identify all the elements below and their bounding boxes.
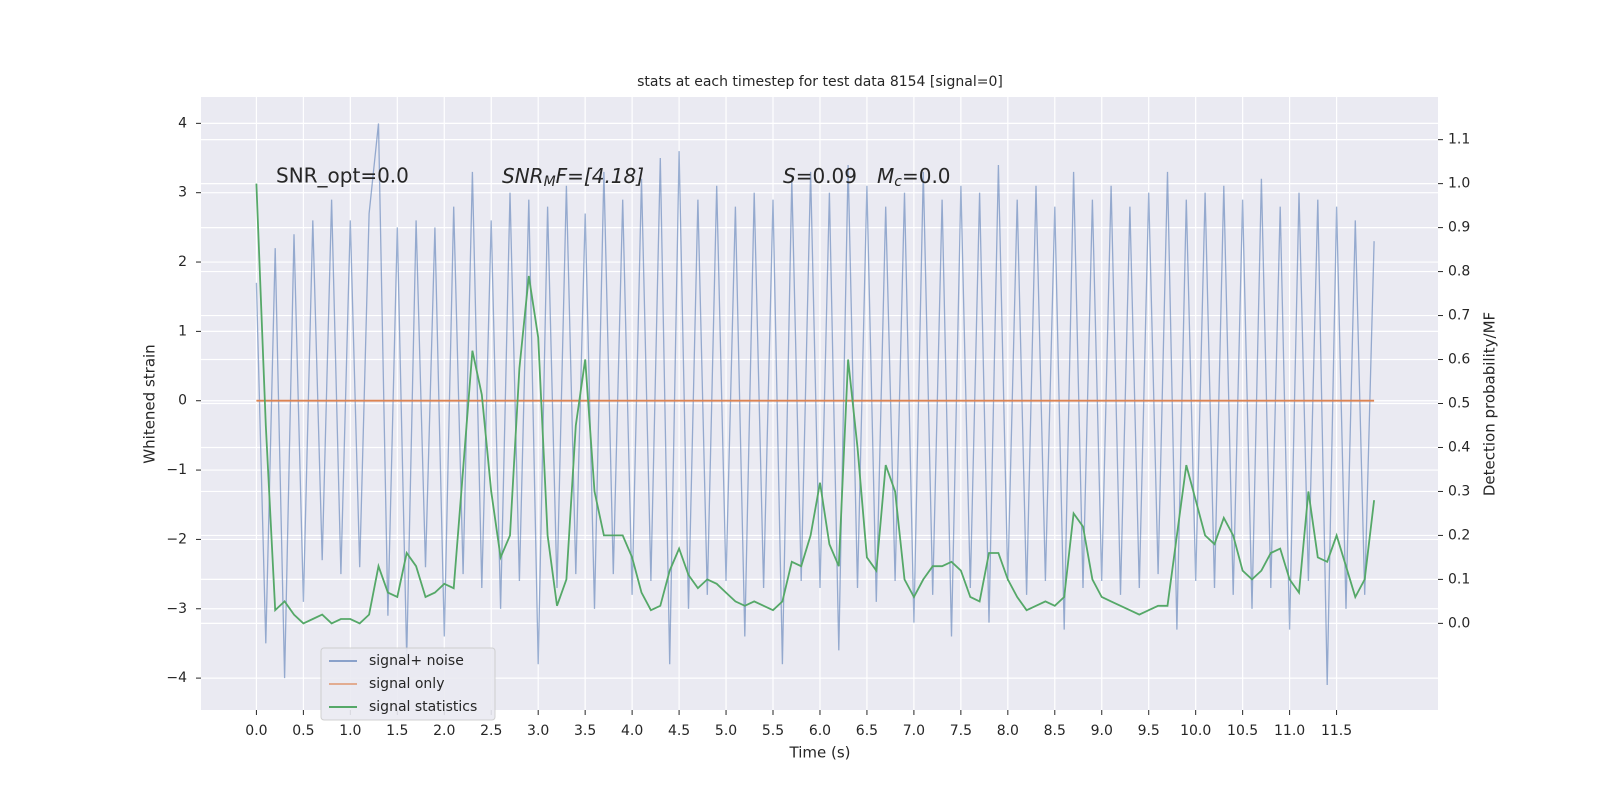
y-tick-label: −4 (166, 670, 187, 686)
legend-label: signal statistics (369, 699, 477, 715)
y2-tick-label: 0.5 (1448, 396, 1470, 412)
y-tick-label: 0 (178, 393, 187, 409)
x-tick-label: 1.5 (386, 723, 408, 739)
x-tick-label: 1.0 (339, 723, 361, 739)
legend-label: signal only (369, 676, 444, 692)
annotation-part: F=[4.18] (556, 164, 644, 188)
y-tick-label: 4 (178, 115, 187, 131)
y-tick-label: −2 (166, 531, 187, 547)
x-tick-label: 2.5 (480, 723, 502, 739)
x-tick-label: 3.0 (527, 723, 549, 739)
y2-tick-label: 0.4 (1448, 439, 1470, 455)
x-tick-label: 4.0 (621, 723, 643, 739)
y-tick-label: 2 (178, 254, 187, 270)
y2-tick-label: 0.7 (1448, 308, 1470, 324)
x-tick-label: 11.5 (1321, 723, 1352, 739)
annotation-part: =0.09 (796, 164, 857, 188)
x-tick-label: 3.5 (574, 723, 596, 739)
chart-title: stats at each timestep for test data 815… (637, 74, 1003, 90)
y2-axis-label: Detection probability/MF (1481, 312, 1499, 496)
x-tick-label: 8.0 (997, 723, 1019, 739)
x-tick-label: 6.5 (856, 723, 878, 739)
x-tick-label: 8.5 (1044, 723, 1066, 739)
y2-tick-label: 0.0 (1448, 615, 1470, 631)
legend-label: signal+ noise (369, 653, 464, 669)
y2-tick-label: 0.3 (1448, 483, 1470, 499)
x-tick-label: 4.5 (668, 723, 690, 739)
annotation-part: M (544, 174, 556, 190)
legend: signal+ noise signal only signal statistic… (320, 647, 496, 721)
x-axis-label: Time (s) (789, 744, 851, 762)
x-tick-label: 2.0 (433, 723, 455, 739)
grid (196, 97, 1443, 715)
x-tick-label: 5.0 (715, 723, 737, 739)
y2-tick-label: 1.1 (1448, 132, 1470, 148)
y-tick-label: −1 (166, 462, 187, 478)
x-tick-label: 10.0 (1180, 723, 1211, 739)
y2-tick-label: 0.9 (1448, 220, 1470, 236)
x-tick-label: 7.0 (903, 723, 925, 739)
legend-box (320, 647, 496, 721)
y-tick-label: 1 (178, 323, 187, 339)
annotation: SNR_opt=0.0 (276, 164, 409, 188)
series-line (255, 123, 1375, 686)
y2-tick-label: 1.0 (1448, 176, 1470, 192)
x-tick-label: 0.5 (292, 723, 314, 739)
x-tick-label: 9.0 (1091, 723, 1113, 739)
annotation: Mc=0.0 (877, 164, 951, 191)
y-tick-label: 3 (178, 185, 187, 201)
x-tick-label: 9.5 (1138, 723, 1160, 739)
y2-tick-label: 0.8 (1448, 264, 1470, 280)
y2-tick-label: 0.1 (1448, 571, 1470, 587)
x-tick-label: 0.0 (245, 723, 267, 739)
y2-tick-label: 0.6 (1448, 352, 1470, 368)
x-tick-label: 7.5 (950, 723, 972, 739)
annotation-part: c (894, 174, 902, 190)
annotation-part: =0.0 (902, 164, 951, 188)
x-tick-label: 10.5 (1227, 723, 1258, 739)
marks (255, 123, 1375, 686)
y-tick-label: −3 (166, 601, 187, 617)
annotation-part: SNR (502, 164, 544, 188)
x-tick-label: 11.0 (1274, 723, 1305, 739)
annotation: SNRMF=[4.18] (502, 164, 644, 191)
annotation-part: M (877, 164, 894, 188)
x-tick-label: 6.0 (809, 723, 831, 739)
annotation-part: S (783, 164, 796, 188)
series-line (255, 183, 1375, 625)
annotation: S=0.09 (783, 164, 857, 188)
x-tick-label: 5.5 (762, 723, 784, 739)
y-axis-label: Whitened strain (141, 344, 159, 463)
y2-tick-label: 0.2 (1448, 527, 1470, 543)
